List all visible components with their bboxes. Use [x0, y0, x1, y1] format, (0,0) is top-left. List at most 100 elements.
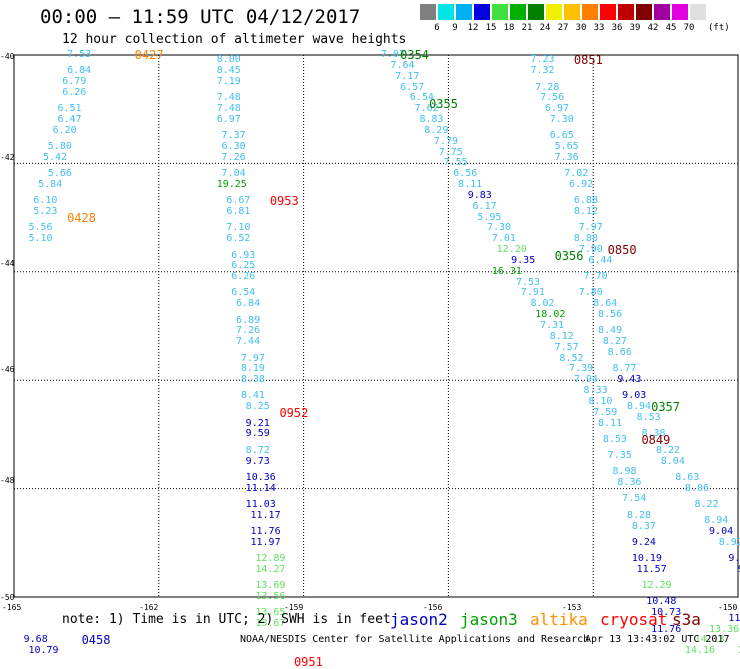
- wave-height-value: 6.57: [400, 81, 425, 93]
- wave-height-value: 7.54: [622, 493, 647, 505]
- map-frame: [13, 54, 739, 598]
- wave-height-value: 8.33: [583, 385, 608, 397]
- wave-height-value: 6.25: [231, 260, 256, 272]
- wave-height-value: 7.94: [573, 374, 598, 386]
- wave-height-value: 7.26: [221, 151, 246, 163]
- wave-height-value: 13.65: [255, 607, 286, 619]
- wave-height-value: 7.04: [221, 168, 246, 180]
- wave-height-value: 7.30: [549, 114, 574, 126]
- wave-height-value: 6.81: [226, 206, 251, 218]
- wave-height-value: 13.67: [255, 618, 286, 630]
- pass-time-label: 0458: [81, 633, 111, 648]
- wave-height-value: 9.35: [511, 254, 536, 266]
- wave-height-value: 6.54: [231, 287, 256, 299]
- wave-height-value: 7.55: [443, 157, 468, 169]
- wave-height-value: 8.22: [694, 498, 719, 510]
- wave-height-value: 8.02: [530, 298, 555, 310]
- wave-height-value: 8.11: [458, 179, 483, 191]
- wave-height-value: 11.97: [250, 536, 281, 548]
- legend-swatch: [528, 4, 544, 20]
- lon-label: -159: [284, 603, 304, 612]
- wave-height-value: 8.41: [240, 390, 265, 402]
- legend-swatch: [474, 4, 490, 20]
- wave-height-value: 13.36: [709, 623, 740, 635]
- wave-height-value: 12.89: [255, 553, 286, 565]
- wave-height-value: 6.65: [549, 130, 574, 142]
- wave-height-value: 7.17: [395, 70, 420, 82]
- legend-swatch: [564, 4, 580, 20]
- wave-height-value: 8.88: [573, 233, 598, 245]
- page-subtitle: 12 hour collection of altimeter wave hei…: [62, 32, 407, 47]
- wave-height-value: 8.29: [424, 124, 449, 136]
- legend-label: 12: [467, 23, 479, 33]
- units-note: note: 1) Time is in UTC; 2) SWH is in fe…: [62, 612, 391, 627]
- wave-height-value: 7.70: [583, 271, 608, 283]
- wave-height-value: 9.83: [467, 189, 492, 201]
- wave-height-value: 7.07: [380, 49, 405, 60]
- wave-height-value: 7.28: [535, 81, 560, 93]
- wave-height-value: 5.95: [477, 211, 502, 223]
- wave-height-value: 8.83: [419, 114, 444, 126]
- wave-height-value: 8.94: [704, 515, 729, 527]
- pass-time-label: 0850: [607, 243, 637, 258]
- pass-time-label: 0951: [293, 655, 323, 669]
- lat-label: -46: [0, 365, 15, 374]
- wave-height-value: 11.76: [250, 525, 281, 537]
- wave-height-value: 19.25: [216, 179, 247, 191]
- wave-height-value: 13.56: [255, 591, 286, 602]
- legend-swatch: [690, 4, 706, 20]
- wave-height-value: 9.04: [709, 525, 734, 537]
- wave-height-value: 9.59: [245, 428, 270, 440]
- wave-height-value: 8.98: [612, 466, 637, 478]
- legend-swatch: [654, 4, 670, 20]
- wave-height-value: 6.51: [57, 103, 82, 115]
- legend-label: 24: [539, 23, 551, 33]
- wave-height-map: [13, 54, 739, 598]
- lat-label: -44: [0, 259, 15, 268]
- wave-height-value: 6.97: [544, 103, 570, 115]
- wave-height-value: 8.45: [216, 65, 241, 77]
- wave-height-value: 8.06: [684, 482, 709, 494]
- wave-height-value: 7.19: [216, 76, 241, 88]
- wave-height-value: 7.56: [540, 92, 565, 104]
- wave-height-value: 8.38: [641, 428, 666, 440]
- wave-height-value: 18.02: [535, 309, 566, 321]
- legend-jason2: jason2: [390, 610, 448, 629]
- wave-height-value: 8.64: [593, 298, 618, 310]
- wave-height-value: 6.84: [236, 298, 261, 310]
- wave-height-value: 8.11: [598, 417, 623, 429]
- legend-label: 27: [557, 23, 569, 33]
- wave-height-value: 12.29: [641, 580, 672, 592]
- wave-height-value: 7.36: [554, 151, 579, 163]
- wave-height-value: 9.43: [617, 374, 642, 386]
- wave-height-value: 5.65: [554, 141, 579, 153]
- legend-label: 30: [575, 23, 587, 33]
- wave-height-value: 7.23: [530, 54, 555, 66]
- wave-height-value: 8.38: [240, 374, 265, 386]
- wave-height-value: 7.32: [530, 65, 555, 77]
- wave-height-value: 6.84: [67, 65, 92, 77]
- wave-height-value: 7.75: [438, 146, 463, 158]
- wave-height-value: 6.67: [226, 195, 251, 207]
- wave-height-value: 6.17: [472, 200, 497, 212]
- pass-time-label: 0355: [429, 96, 458, 111]
- wave-height-value: 5.56: [28, 222, 53, 234]
- wave-height-value: 8.04: [660, 455, 685, 467]
- wave-height-value: 8.49: [598, 325, 623, 337]
- wave-height-value: 8.10: [588, 395, 613, 407]
- pass-time-label: 0953: [269, 194, 299, 209]
- wave-height-value: 8.94: [626, 401, 652, 413]
- wave-height-value: 16.31: [491, 265, 522, 277]
- legend-label: 15: [485, 23, 497, 33]
- wave-height-value: 6.56: [453, 168, 478, 180]
- legend-label: 9: [452, 23, 458, 33]
- pass-time-label: 0356: [554, 248, 584, 263]
- wave-height-value: 5.80: [47, 141, 72, 153]
- wave-height-value: 10.79: [28, 645, 59, 657]
- wave-height-value: 6.10: [33, 195, 58, 207]
- wave-height-value: 7.64: [390, 59, 415, 71]
- legend-swatch: [492, 4, 508, 20]
- wave-height-value: 8.37: [631, 520, 656, 532]
- legend-swatch: [510, 4, 526, 20]
- wave-height-value: 11.57: [636, 563, 667, 575]
